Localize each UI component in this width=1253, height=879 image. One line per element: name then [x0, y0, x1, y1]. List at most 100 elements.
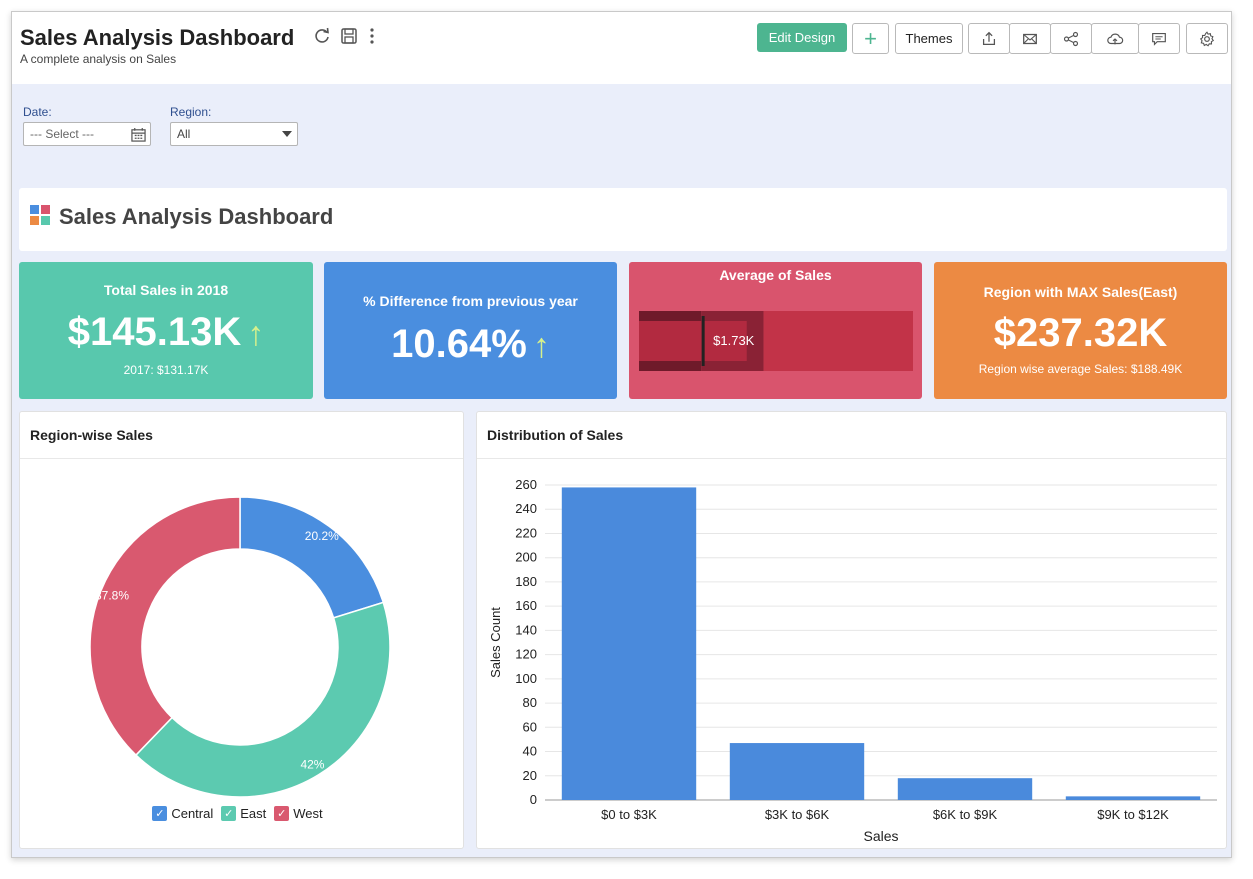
legend-item-west[interactable]: ✓ West [274, 806, 323, 821]
kpi-average-sales[interactable]: Average of Sales $1.73K [629, 262, 922, 399]
bullet-value-label: $1.73K [713, 333, 755, 348]
donut-slice-east [134, 601, 391, 798]
legend-label: East [240, 806, 267, 821]
chevron-down-icon [282, 131, 292, 137]
legend-label: West [293, 806, 323, 821]
y-tick-label: 120 [515, 647, 537, 662]
kpi-subtext: 2017: $131.17K [123, 363, 209, 377]
date-filter-label: Date: [23, 105, 52, 119]
bullet-target-marker [701, 316, 705, 366]
donut-slice-central [239, 496, 385, 619]
kpi-title: Region with MAX Sales(East) [983, 284, 1178, 300]
bullet-range-band [763, 311, 913, 371]
themes-button[interactable]: Themes [895, 23, 963, 54]
calendar-icon[interactable] [131, 127, 146, 142]
dashboard-logo-icon [30, 205, 50, 225]
y-tick-label: 100 [515, 671, 537, 686]
y-tick-label: 20 [523, 768, 537, 783]
comment-icon [1152, 32, 1166, 46]
export-icon [982, 31, 996, 45]
y-axis-title: Sales Count [488, 607, 503, 678]
y-tick-label: 240 [515, 501, 537, 516]
legend-item-central[interactable]: ✓ Central [152, 806, 213, 821]
y-tick-label: 40 [523, 744, 537, 759]
chart-legend: ✓ Central ✓ East ✓ West [20, 804, 463, 822]
panel-divider [477, 458, 1226, 459]
publish-button[interactable] [1091, 23, 1139, 54]
panel-divider [20, 458, 463, 459]
donut-chart: 20.2% 42% 37.8% [89, 496, 391, 798]
y-tick-label: 260 [515, 477, 537, 492]
legend-checkbox-icon[interactable]: ✓ [221, 806, 237, 821]
section-title: Sales Analysis Dashboard [59, 204, 334, 229]
y-tick-label: 200 [515, 550, 537, 565]
kpi-value: $145.13K [67, 310, 242, 354]
y-tick-label: 140 [515, 622, 537, 637]
legend-item-east[interactable]: ✓ East [221, 806, 266, 821]
kpi-percent-difference[interactable]: % Difference from previous year 10.64% ↑ [324, 262, 617, 399]
edit-design-button[interactable]: Edit Design [757, 23, 847, 52]
kpi-value: $237.32K [993, 311, 1168, 355]
kpi-total-sales[interactable]: Total Sales in 2018 $145.13K ↑ 2017: $131… [19, 262, 313, 399]
region-filter-label: Region: [170, 105, 212, 119]
donut-slice-label: 42% [300, 757, 324, 771]
panel-title: Distribution of Sales [487, 427, 624, 443]
arrow-up-icon: ↑ [532, 327, 550, 365]
date-filter-placeholder: --- Select --- [30, 127, 94, 141]
kpi-title: Total Sales in 2018 [103, 282, 229, 298]
y-tick-label: 160 [515, 598, 537, 613]
comment-button[interactable] [1138, 23, 1180, 54]
add-button[interactable]: + [852, 23, 889, 54]
legend-label: Central [171, 806, 214, 821]
settings-icon [1199, 30, 1215, 47]
donut-slice-label: 37.8% [95, 588, 129, 602]
legend-checkbox-icon[interactable]: ✓ [152, 806, 168, 821]
share-icon [1063, 31, 1079, 46]
donut-slice-west [89, 496, 241, 757]
save-icon[interactable] [339, 26, 359, 46]
date-filter-input[interactable]: --- Select --- [23, 122, 151, 146]
publish-cloud-icon [1107, 33, 1124, 44]
bar-4 [1065, 796, 1201, 800]
bar-3 [897, 778, 1033, 800]
refresh-icon[interactable] [312, 26, 332, 46]
y-tick-label: 60 [523, 719, 537, 734]
bar-2 [729, 743, 865, 800]
dashboard-header: Sales Analysis Dashboard A complete anal… [12, 12, 1231, 84]
email-button[interactable] [1009, 23, 1051, 54]
more-vertical-icon[interactable] [362, 26, 382, 46]
y-tick-label: 180 [515, 574, 537, 589]
dashboard-subtitle: A complete analysis on Sales [20, 52, 177, 66]
kpi-value-row: $145.13K ↑ [19, 310, 313, 355]
kpi-value-row: 10.64% ↑ [324, 322, 617, 367]
region-filter-value: All [177, 127, 191, 141]
region-sales-panel: Region-wise Sales 20.2% 42% 37.8% ✓ Central… [19, 411, 464, 849]
bullet-chart: $1.73K [639, 311, 913, 371]
donut-slice-label: 20.2% [305, 529, 339, 543]
kpi-value: 10.64% [391, 322, 527, 366]
kpi-title: Average of Sales [719, 267, 832, 283]
y-tick-label: 0 [530, 792, 537, 807]
panel-title: Region-wise Sales [30, 427, 153, 443]
kpi-title: % Difference from previous year [363, 293, 578, 309]
dashboard-title: Sales Analysis Dashboard [20, 25, 295, 50]
kpi-subtext: Region wise average Sales: $188.49K [978, 362, 1183, 376]
arrow-up-icon: ↑ [247, 315, 265, 353]
x-tick-label: $3K to $6K [765, 807, 830, 822]
distribution-panel: Distribution of Sales 0 20 40 60 80 100 120 140… [476, 411, 1227, 849]
y-tick-label: 220 [515, 525, 537, 540]
bar-chart: 0 20 40 60 80 100 120 140 160 180 200 220 240 260 $0 t… [488, 477, 1217, 844]
x-tick-label: $6K to $9K [933, 807, 998, 822]
export-button[interactable] [968, 23, 1010, 54]
section-header: Sales Analysis Dashboard [19, 188, 1227, 251]
legend-checkbox-icon[interactable]: ✓ [274, 806, 290, 821]
email-icon [1023, 33, 1037, 44]
x-tick-label: $9K to $12K [1097, 807, 1169, 822]
kpi-max-region[interactable]: Region with MAX Sales(East) $237.32K Reg… [934, 262, 1227, 399]
y-tick-label: 80 [523, 695, 537, 710]
settings-button[interactable] [1186, 23, 1228, 54]
share-button[interactable] [1050, 23, 1092, 54]
x-axis-title: Sales [863, 828, 898, 844]
dashboard-window: Sales Analysis Dashboard A complete anal… [11, 11, 1232, 858]
region-filter-select[interactable]: All [170, 122, 298, 146]
